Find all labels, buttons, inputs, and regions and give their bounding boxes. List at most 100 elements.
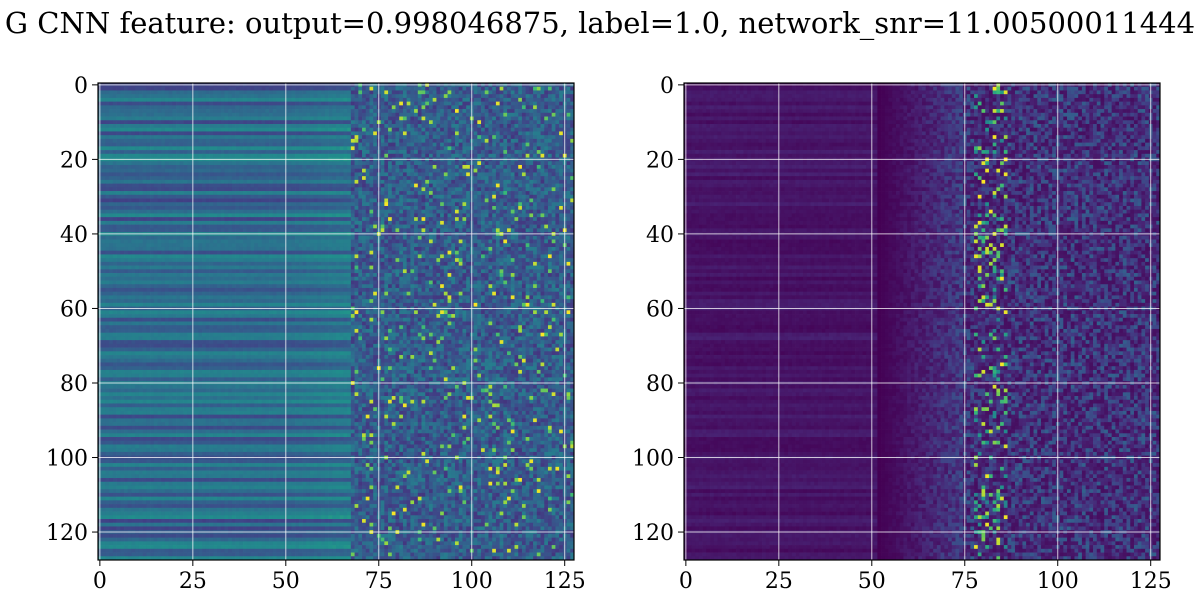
heatmap-cell [511,154,515,158]
heatmap-cell [459,191,463,195]
heatmap-cell [373,172,377,176]
heatmap-cell [340,195,344,199]
heatmap-cell [213,128,217,132]
heatmap-cell [336,187,340,191]
heatmap-cell [243,169,247,173]
heatmap-cell [511,109,515,113]
heatmap-cell [310,102,314,106]
heatmap-cell [511,180,515,184]
heatmap-cell [224,217,228,221]
heatmap-cell [444,120,448,124]
heatmap-cell [567,172,571,176]
heatmap-cell [410,102,414,106]
heatmap-cell [425,87,429,91]
heatmap-cell [254,98,258,102]
heatmap-cell [518,172,522,176]
heatmap-cell [403,213,407,217]
heatmap-cell [384,161,388,165]
heatmap-cell [511,191,515,195]
heatmap-cell [355,199,359,203]
heatmap-cell [518,165,522,169]
heatmap-cell [511,172,515,176]
heatmap-cell [291,131,295,135]
heatmap-cell [381,139,385,143]
heatmap-cell [503,120,507,124]
heatmap-cell [310,199,314,203]
heatmap-cell [288,172,292,176]
heatmap-cell [135,165,139,169]
heatmap-cell [131,210,135,214]
heatmap-cell [433,87,437,91]
heatmap-cell [340,210,344,214]
heatmap-cell [158,124,162,128]
heatmap-cell [552,154,556,158]
heatmap-cell [277,176,281,180]
heatmap-cell [515,131,519,135]
heatmap-cell [433,176,437,180]
heatmap-cell [403,102,407,106]
heatmap-cell [425,195,429,199]
heatmap-cell [340,191,344,195]
heatmap-cell [213,154,217,158]
heatmap-cell [109,184,113,188]
heatmap-cell [143,135,147,139]
heatmap-cell [552,109,556,113]
heatmap-cell [559,150,563,154]
heatmap-cell [236,139,240,143]
heatmap-cell [221,117,225,121]
heatmap-cell [537,165,541,169]
heatmap-cell [332,98,336,102]
heatmap-cell [552,105,556,109]
heatmap-cell [433,202,437,206]
heatmap-cell [224,113,228,117]
heatmap-cell [336,191,340,195]
heatmap-cell [425,206,429,210]
heatmap-cell [567,109,571,113]
heatmap-cell [139,172,143,176]
heatmap-cell [515,184,519,188]
heatmap-cell [369,210,373,214]
heatmap-cell [314,184,318,188]
heatmap-cell [124,131,128,135]
heatmap-cell [347,143,351,147]
heatmap-cell [425,221,429,225]
heatmap-cell [224,206,228,210]
heatmap-cell [232,139,236,143]
heatmap-cell [474,161,478,165]
heatmap-cell [488,117,492,121]
heatmap-cell [403,202,407,206]
heatmap-cell [481,195,485,199]
heatmap-cell [280,213,284,217]
heatmap-cell [124,109,128,113]
heatmap-cell [243,90,247,94]
heatmap-cell [511,131,515,135]
heatmap-cell [518,221,522,225]
heatmap-cell [195,199,199,203]
heatmap-cell [362,165,366,169]
heatmap-cell [206,109,210,113]
heatmap-cell [236,210,240,214]
heatmap-cell [522,120,526,124]
heatmap-cell [254,213,258,217]
heatmap-cell [422,225,426,229]
heatmap-cell [358,217,362,221]
heatmap-cell [492,180,496,184]
heatmap-cell [176,120,180,124]
heatmap-cell [425,105,429,109]
heatmap-cell [567,124,571,128]
heatmap-cell [340,87,344,91]
heatmap-cell [459,195,463,199]
heatmap-cell [455,184,459,188]
heatmap-cell [198,217,202,221]
heatmap-cell [265,124,269,128]
heatmap-cell [388,161,392,165]
heatmap-cell [410,210,414,214]
heatmap-cell [410,195,414,199]
heatmap-cell [158,195,162,199]
heatmap-cell [332,165,336,169]
heatmap-cell [291,90,295,94]
heatmap-cell [169,217,173,221]
heatmap-cell [444,98,448,102]
heatmap-cell [351,105,355,109]
heatmap-cell [481,180,485,184]
